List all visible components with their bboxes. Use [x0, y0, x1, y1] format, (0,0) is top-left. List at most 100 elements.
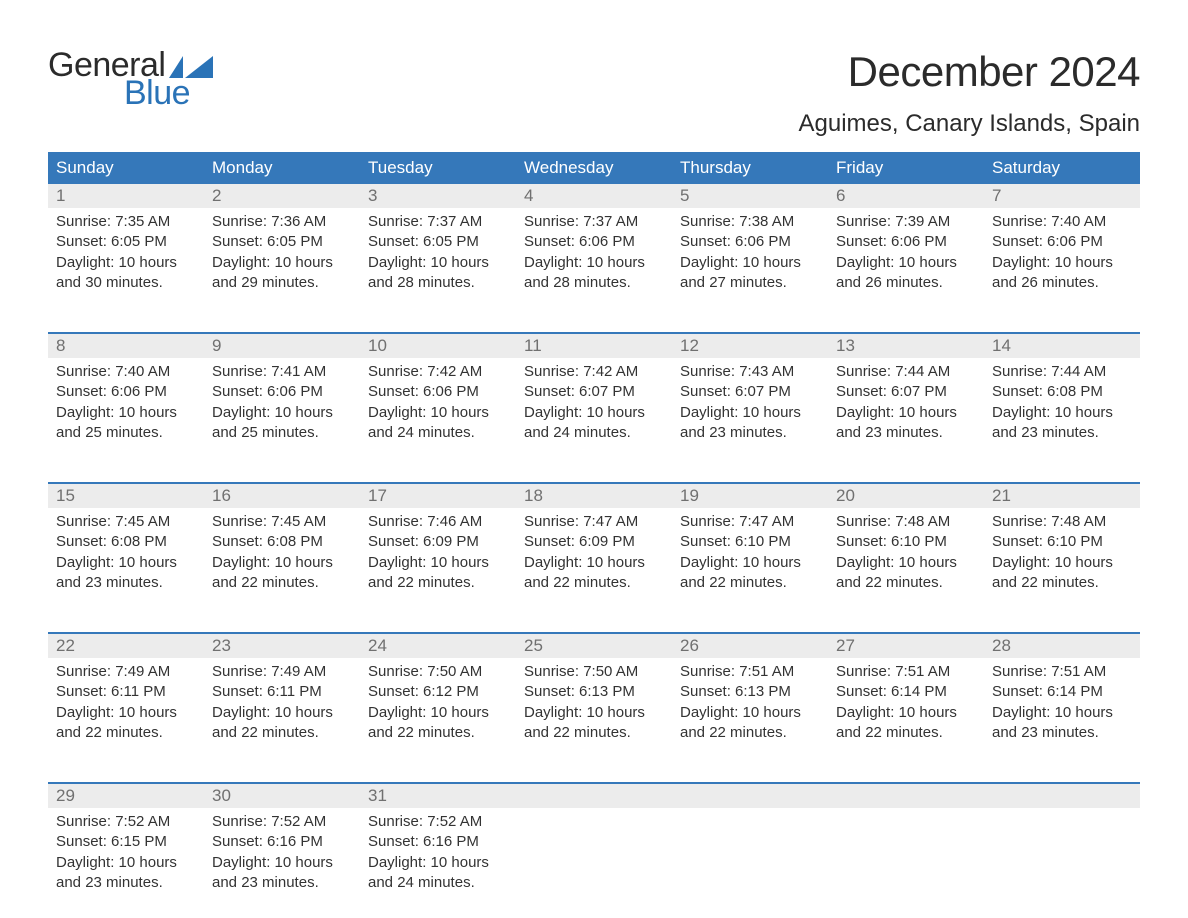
day-number-row: 17: [360, 484, 516, 508]
day-body: Sunrise: 7:50 AMSunset: 6:12 PMDaylight:…: [360, 658, 516, 743]
day-cell: 25Sunrise: 7:50 AMSunset: 6:13 PMDayligh…: [516, 634, 672, 754]
day-cell-empty: [984, 784, 1140, 904]
day-number: 11: [524, 336, 542, 356]
day-cell: 4Sunrise: 7:37 AMSunset: 6:06 PMDaylight…: [516, 184, 672, 304]
daylight-line: Daylight: 10 hours and 27 minutes.: [680, 253, 820, 294]
daylight-line: Daylight: 10 hours and 22 minutes.: [680, 553, 820, 594]
sunrise-line: Sunrise: 7:42 AM: [524, 362, 664, 382]
daylight-line: Daylight: 10 hours and 26 minutes.: [992, 253, 1132, 294]
day-number: 9: [212, 336, 221, 356]
day-cell: 12Sunrise: 7:43 AMSunset: 6:07 PMDayligh…: [672, 334, 828, 454]
day-cell: 2Sunrise: 7:36 AMSunset: 6:05 PMDaylight…: [204, 184, 360, 304]
daylight-line: Daylight: 10 hours and 23 minutes.: [680, 403, 820, 444]
day-number: 25: [524, 636, 543, 656]
sunset-line: Sunset: 6:13 PM: [524, 682, 664, 702]
day-body: Sunrise: 7:48 AMSunset: 6:10 PMDaylight:…: [828, 508, 984, 593]
sunrise-line: Sunrise: 7:52 AM: [56, 812, 196, 832]
day-cell: 22Sunrise: 7:49 AMSunset: 6:11 PMDayligh…: [48, 634, 204, 754]
sunrise-line: Sunrise: 7:52 AM: [212, 812, 352, 832]
sunrise-line: Sunrise: 7:51 AM: [992, 662, 1132, 682]
day-body: Sunrise: 7:44 AMSunset: 6:07 PMDaylight:…: [828, 358, 984, 443]
day-cell-empty: [828, 784, 984, 904]
day-cell: 31Sunrise: 7:52 AMSunset: 6:16 PMDayligh…: [360, 784, 516, 904]
day-number-row: 22: [48, 634, 204, 658]
day-body: Sunrise: 7:45 AMSunset: 6:08 PMDaylight:…: [204, 508, 360, 593]
day-body: Sunrise: 7:40 AMSunset: 6:06 PMDaylight:…: [48, 358, 204, 443]
day-number: 26: [680, 636, 699, 656]
day-number-row: 27: [828, 634, 984, 658]
sunrise-line: Sunrise: 7:47 AM: [680, 512, 820, 532]
day-number: 22: [56, 636, 75, 656]
sunrise-line: Sunrise: 7:44 AM: [836, 362, 976, 382]
daylight-line: Daylight: 10 hours and 28 minutes.: [524, 253, 664, 294]
day-body: Sunrise: 7:44 AMSunset: 6:08 PMDaylight:…: [984, 358, 1140, 443]
day-cell: 29Sunrise: 7:52 AMSunset: 6:15 PMDayligh…: [48, 784, 204, 904]
day-number-row: 14: [984, 334, 1140, 358]
day-cell: 1Sunrise: 7:35 AMSunset: 6:05 PMDaylight…: [48, 184, 204, 304]
week-row: 29Sunrise: 7:52 AMSunset: 6:15 PMDayligh…: [48, 782, 1140, 904]
day-number: 24: [368, 636, 387, 656]
day-number-row: 19: [672, 484, 828, 508]
sunset-line: Sunset: 6:08 PM: [212, 532, 352, 552]
weekday-sunday: Sunday: [48, 152, 204, 184]
sunrise-line: Sunrise: 7:37 AM: [524, 212, 664, 232]
day-cell: 5Sunrise: 7:38 AMSunset: 6:06 PMDaylight…: [672, 184, 828, 304]
day-cell: 15Sunrise: 7:45 AMSunset: 6:08 PMDayligh…: [48, 484, 204, 604]
sunrise-line: Sunrise: 7:36 AM: [212, 212, 352, 232]
weekday-header: SundayMondayTuesdayWednesdayThursdayFrid…: [48, 152, 1140, 184]
day-body: Sunrise: 7:42 AMSunset: 6:07 PMDaylight:…: [516, 358, 672, 443]
sunrise-line: Sunrise: 7:43 AM: [680, 362, 820, 382]
day-number: 15: [56, 486, 75, 506]
daylight-line: Daylight: 10 hours and 29 minutes.: [212, 253, 352, 294]
day-number: 30: [212, 786, 231, 806]
sunset-line: Sunset: 6:06 PM: [56, 382, 196, 402]
sunset-line: Sunset: 6:06 PM: [680, 232, 820, 252]
sunset-line: Sunset: 6:13 PM: [680, 682, 820, 702]
day-cell: 17Sunrise: 7:46 AMSunset: 6:09 PMDayligh…: [360, 484, 516, 604]
day-number: 21: [992, 486, 1011, 506]
day-number: 19: [680, 486, 699, 506]
day-body: Sunrise: 7:40 AMSunset: 6:06 PMDaylight:…: [984, 208, 1140, 293]
day-number-row: 10: [360, 334, 516, 358]
day-cell-empty: [672, 784, 828, 904]
sunset-line: Sunset: 6:08 PM: [56, 532, 196, 552]
daylight-line: Daylight: 10 hours and 22 minutes.: [524, 553, 664, 594]
weekday-tuesday: Tuesday: [360, 152, 516, 184]
day-number: 16: [212, 486, 231, 506]
day-body: Sunrise: 7:46 AMSunset: 6:09 PMDaylight:…: [360, 508, 516, 593]
day-cell: 10Sunrise: 7:42 AMSunset: 6:06 PMDayligh…: [360, 334, 516, 454]
day-cell: 27Sunrise: 7:51 AMSunset: 6:14 PMDayligh…: [828, 634, 984, 754]
day-number-row: [516, 784, 672, 808]
day-body: Sunrise: 7:37 AMSunset: 6:05 PMDaylight:…: [360, 208, 516, 293]
day-number: 4: [524, 186, 533, 206]
day-body: Sunrise: 7:42 AMSunset: 6:06 PMDaylight:…: [360, 358, 516, 443]
sunset-line: Sunset: 6:14 PM: [992, 682, 1132, 702]
day-number: 13: [836, 336, 855, 356]
day-body: Sunrise: 7:51 AMSunset: 6:14 PMDaylight:…: [828, 658, 984, 743]
sunrise-line: Sunrise: 7:39 AM: [836, 212, 976, 232]
daylight-line: Daylight: 10 hours and 30 minutes.: [56, 253, 196, 294]
sunrise-line: Sunrise: 7:40 AM: [56, 362, 196, 382]
day-cell: 6Sunrise: 7:39 AMSunset: 6:06 PMDaylight…: [828, 184, 984, 304]
day-number-row: [984, 784, 1140, 808]
sunset-line: Sunset: 6:08 PM: [992, 382, 1132, 402]
day-number-row: [828, 784, 984, 808]
sunrise-line: Sunrise: 7:45 AM: [56, 512, 196, 532]
day-number: 8: [56, 336, 65, 356]
sunset-line: Sunset: 6:10 PM: [836, 532, 976, 552]
sunrise-line: Sunrise: 7:51 AM: [680, 662, 820, 682]
day-number-row: 9: [204, 334, 360, 358]
sunset-line: Sunset: 6:10 PM: [680, 532, 820, 552]
day-number-row: [672, 784, 828, 808]
day-body: Sunrise: 7:43 AMSunset: 6:07 PMDaylight:…: [672, 358, 828, 443]
day-number: 3: [368, 186, 377, 206]
day-number: 14: [992, 336, 1011, 356]
daylight-line: Daylight: 10 hours and 22 minutes.: [212, 553, 352, 594]
sunrise-line: Sunrise: 7:48 AM: [836, 512, 976, 532]
day-cell: 8Sunrise: 7:40 AMSunset: 6:06 PMDaylight…: [48, 334, 204, 454]
sunrise-line: Sunrise: 7:47 AM: [524, 512, 664, 532]
sunrise-line: Sunrise: 7:44 AM: [992, 362, 1132, 382]
sunrise-line: Sunrise: 7:38 AM: [680, 212, 820, 232]
day-number-row: 15: [48, 484, 204, 508]
day-number-row: 18: [516, 484, 672, 508]
